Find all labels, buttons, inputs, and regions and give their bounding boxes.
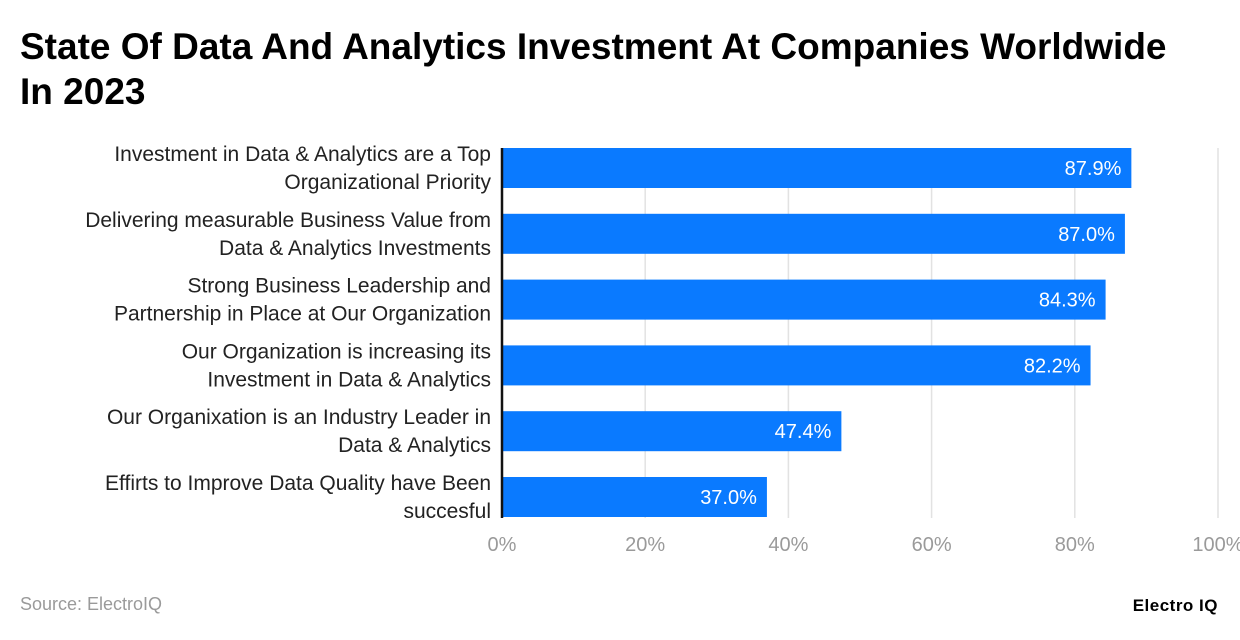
x-tick-label: 0%: [488, 534, 517, 556]
data-label: 87.0%: [1058, 224, 1115, 246]
category-label: Partnership in Place at Our Organization: [114, 303, 491, 326]
category-label: Data & Analytics Investments: [219, 237, 491, 260]
x-tick-label: 100%: [1192, 534, 1240, 556]
x-tick-label: 20%: [625, 534, 665, 556]
category-label: Investment in Data & Analytics: [207, 368, 491, 391]
category-label: Delivering measurable Business Value fro…: [85, 209, 491, 232]
category-label: Our Organixation is an Industry Leader i…: [107, 406, 491, 429]
category-label: Investment in Data & Analytics are a Top: [114, 143, 491, 166]
category-label: Effirts to Improve Data Quality have Bee…: [105, 472, 491, 495]
chart-title: State Of Data And Analytics Investment A…: [20, 26, 1167, 112]
bar: [503, 345, 1091, 386]
x-tick-label: 80%: [1055, 534, 1095, 556]
data-label: 37.0%: [700, 487, 757, 509]
data-label: 87.9%: [1065, 158, 1122, 180]
data-label: 82.2%: [1024, 355, 1081, 377]
x-tick-label: 60%: [912, 534, 952, 556]
bar: [503, 477, 767, 517]
electroiq-logo: Electro IQ: [1132, 596, 1218, 615]
data-label: 84.3%: [1039, 290, 1096, 312]
bar: [503, 148, 1132, 188]
category-label: Our Organization is increasing its: [182, 340, 491, 363]
category-label: succesful: [403, 500, 491, 523]
source-note: Source: ElectroIQ: [20, 594, 163, 614]
bar: [503, 411, 842, 452]
category-label: Data & Analytics: [338, 434, 491, 457]
bar: [503, 279, 1106, 320]
x-tick-label: 40%: [768, 534, 808, 556]
data-label: 47.4%: [775, 421, 832, 443]
category-label: Strong Business Leadership and: [187, 275, 491, 298]
category-label: Organizational Priority: [284, 171, 491, 194]
bar: [503, 213, 1125, 254]
